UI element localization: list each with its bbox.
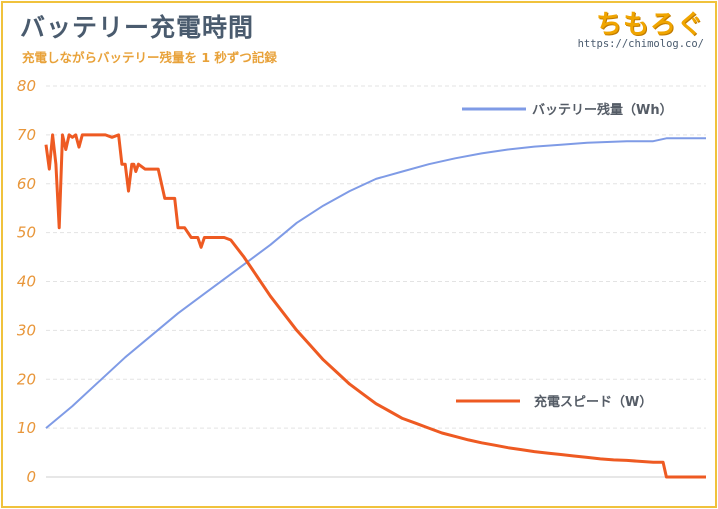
- y-tick-label: 80: [17, 77, 36, 95]
- legend-layer: バッテリー残量（Wh） 充電スピード（W）: [456, 102, 673, 410]
- site-url: https://chimolog.co/: [577, 38, 704, 50]
- legend-battery-level: バッテリー残量（Wh）: [462, 102, 673, 118]
- legend-label: 充電スピード（W）: [534, 394, 652, 410]
- y-tick-label: 60: [17, 175, 36, 193]
- y-tick-label: 50: [17, 224, 36, 242]
- legend-charge-speed: 充電スピード（W）: [456, 394, 652, 410]
- y-tick-label: 70: [17, 126, 36, 144]
- grid-lines: [46, 85, 706, 478]
- charge-speed-line: [44, 133, 706, 479]
- y-tick-label: 20: [17, 370, 36, 388]
- legend-label: バッテリー残量（Wh）: [532, 102, 673, 118]
- y-axis-ticks: 0 10 20 30 40 50 60 70 80: [17, 77, 36, 486]
- y-tick-label: 0: [26, 468, 36, 486]
- battery-level-line: [45, 137, 706, 429]
- y-tick-label: 10: [17, 419, 36, 437]
- y-tick-label: 40: [17, 273, 36, 291]
- y-tick-label: 30: [17, 321, 36, 339]
- chart-title: バッテリー充電時間: [20, 13, 255, 42]
- site-logo: ちもろぐ: [595, 10, 704, 40]
- chart-subtitle: 充電しながらバッテリー残量を 1 秒ずつ記録: [22, 50, 277, 65]
- series-layer: [44, 133, 706, 479]
